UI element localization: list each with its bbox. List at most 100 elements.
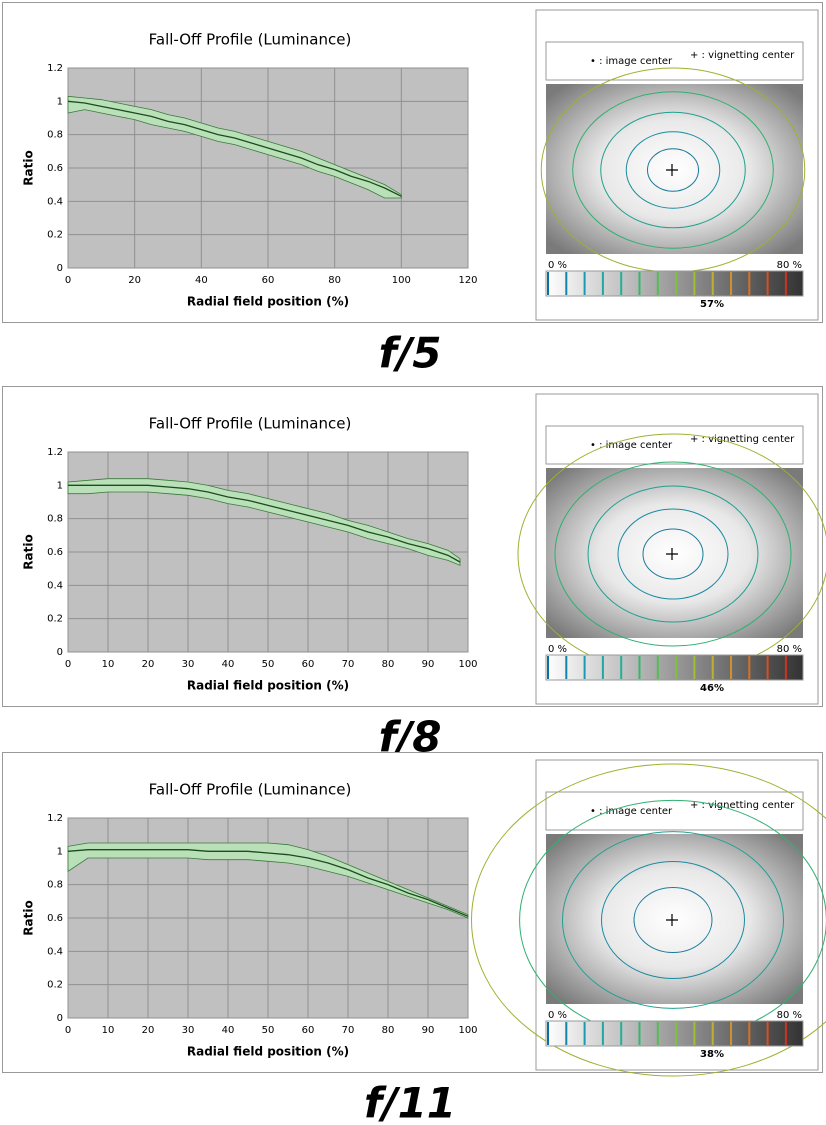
map-legend: + : vignetting center bbox=[690, 800, 795, 811]
panel: 0 0.2 0.4 0.6 0.8 1 1.2 0 10 20 30 40 50 60 70 80 90 100 F… bbox=[2, 752, 826, 1125]
y-tick-label: 0.2 bbox=[47, 230, 63, 241]
contour bbox=[633, 887, 713, 953]
y-tick-label: 0 bbox=[57, 1013, 63, 1024]
map-legend: • : image center bbox=[590, 440, 673, 451]
x-tick-label: 10 bbox=[102, 659, 115, 670]
map-legend: + : vignetting center bbox=[690, 50, 795, 61]
map-legend: • : image center bbox=[590, 56, 673, 67]
x-tick-label: 40 bbox=[195, 275, 208, 286]
y-tick-label: 0.2 bbox=[47, 980, 63, 991]
contour bbox=[625, 131, 721, 209]
y-axis-label: Ratio bbox=[22, 534, 36, 569]
y-tick-label: 0.4 bbox=[47, 580, 63, 591]
x-tick-label: 0 bbox=[65, 659, 71, 670]
chart-title: Fall-Off Profile (Luminance) bbox=[149, 781, 352, 799]
contour bbox=[572, 91, 774, 249]
vignetting-center bbox=[666, 548, 678, 560]
panel: 0 0.2 0.4 0.6 0.8 1 1.2 0 10 20 30 40 50 60 70 80 90 100 F… bbox=[2, 386, 826, 762]
x-tick-label: 80 bbox=[328, 275, 341, 286]
x-tick-label: 10 bbox=[102, 1025, 115, 1036]
y-tick-label: 1 bbox=[57, 846, 63, 857]
map-legend-box bbox=[545, 791, 804, 831]
map-legend-box bbox=[545, 425, 804, 465]
contour bbox=[587, 485, 759, 623]
chart-title: Fall-Off Profile (Luminance) bbox=[149, 31, 352, 49]
contour bbox=[562, 831, 784, 1009]
aperture-label: f/11 bbox=[364, 1079, 456, 1125]
x-axis-label: Radial field position (%) bbox=[187, 295, 349, 309]
map-value-label: 38% bbox=[700, 1049, 724, 1060]
x-tick-label: 30 bbox=[182, 659, 195, 670]
x-axis-label: Radial field position (%) bbox=[187, 679, 349, 693]
x-tick-label: 90 bbox=[422, 659, 435, 670]
x-tick-label: 60 bbox=[302, 659, 315, 670]
scale-max: 80 % bbox=[777, 1010, 802, 1021]
line bbox=[68, 484, 461, 563]
map-legend: + : vignetting center bbox=[690, 434, 795, 445]
y-tick-label: 1 bbox=[57, 480, 63, 491]
chart-title: Fall-Off Profile (Luminance) bbox=[149, 415, 352, 433]
y-tick-label: 0.6 bbox=[47, 547, 63, 558]
y-tick-label: 1.2 bbox=[47, 447, 63, 458]
y-tick-label: 0 bbox=[57, 263, 63, 274]
vignetting-center bbox=[666, 164, 678, 176]
y-tick-label: 0.8 bbox=[47, 514, 63, 525]
y-tick-label: 0 bbox=[57, 647, 63, 658]
y-tick-label: 1.2 bbox=[47, 813, 63, 824]
x-tick-label: 100 bbox=[458, 659, 477, 670]
x-tick-label: 60 bbox=[262, 275, 275, 286]
y-tick-label: 0.8 bbox=[47, 130, 63, 141]
scale-min: 0 % bbox=[548, 260, 567, 271]
x-tick-label: 50 bbox=[262, 1025, 275, 1036]
x-tick-label: 50 bbox=[262, 659, 275, 670]
y-tick-label: 1 bbox=[57, 96, 63, 107]
map-legend-box bbox=[545, 41, 804, 81]
line bbox=[67, 100, 402, 197]
x-tick-label: 80 bbox=[382, 659, 395, 670]
y-tick-label: 0.4 bbox=[47, 196, 63, 207]
scale-bar bbox=[545, 654, 804, 681]
x-tick-label: 100 bbox=[392, 275, 411, 286]
line bbox=[67, 849, 469, 917]
scale-min: 0 % bbox=[548, 644, 567, 655]
vignetting-map bbox=[546, 468, 803, 638]
map-legend: • : image center bbox=[590, 806, 673, 817]
x-tick-label: 80 bbox=[382, 1025, 395, 1036]
band bbox=[67, 95, 402, 199]
contour bbox=[647, 148, 699, 192]
scale-min: 0 % bbox=[548, 1010, 567, 1021]
y-tick-label: 0.4 bbox=[47, 946, 63, 957]
contour bbox=[600, 111, 746, 229]
band bbox=[67, 478, 461, 566]
contour bbox=[617, 508, 729, 600]
vignetting-center bbox=[666, 914, 678, 926]
map-value-label: 46% bbox=[700, 683, 724, 694]
scale-bar bbox=[545, 1020, 804, 1047]
x-tick-label: 20 bbox=[128, 275, 141, 286]
band bbox=[67, 842, 469, 919]
x-tick-label: 90 bbox=[422, 1025, 435, 1036]
contour bbox=[471, 763, 826, 1077]
x-tick-label: 30 bbox=[182, 1025, 195, 1036]
scale-bar bbox=[545, 270, 804, 297]
x-axis-label: Radial field position (%) bbox=[187, 1045, 349, 1059]
x-tick-label: 20 bbox=[142, 1025, 155, 1036]
scale-max: 80 % bbox=[777, 260, 802, 271]
y-axis-label: Ratio bbox=[22, 900, 36, 935]
x-tick-label: 0 bbox=[65, 275, 71, 286]
y-tick-label: 0.2 bbox=[47, 614, 63, 625]
x-tick-label: 60 bbox=[302, 1025, 315, 1036]
map-value-label: 57% bbox=[700, 299, 724, 310]
scale-max: 80 % bbox=[777, 644, 802, 655]
contour bbox=[601, 861, 745, 979]
contour bbox=[554, 461, 792, 647]
panel: 0 0.2 0.4 0.6 0.8 1 1.2 0 20 40 60 80 100 120 Fall-Off… bbox=[2, 2, 823, 378]
y-tick-label: 1.2 bbox=[47, 63, 63, 74]
y-tick-label: 0.8 bbox=[47, 880, 63, 891]
vignetting-map bbox=[546, 84, 803, 254]
y-tick-label: 0.6 bbox=[47, 163, 63, 174]
x-tick-label: 70 bbox=[342, 1025, 355, 1036]
x-tick-label: 70 bbox=[342, 659, 355, 670]
aperture-label: f/5 bbox=[379, 329, 442, 378]
